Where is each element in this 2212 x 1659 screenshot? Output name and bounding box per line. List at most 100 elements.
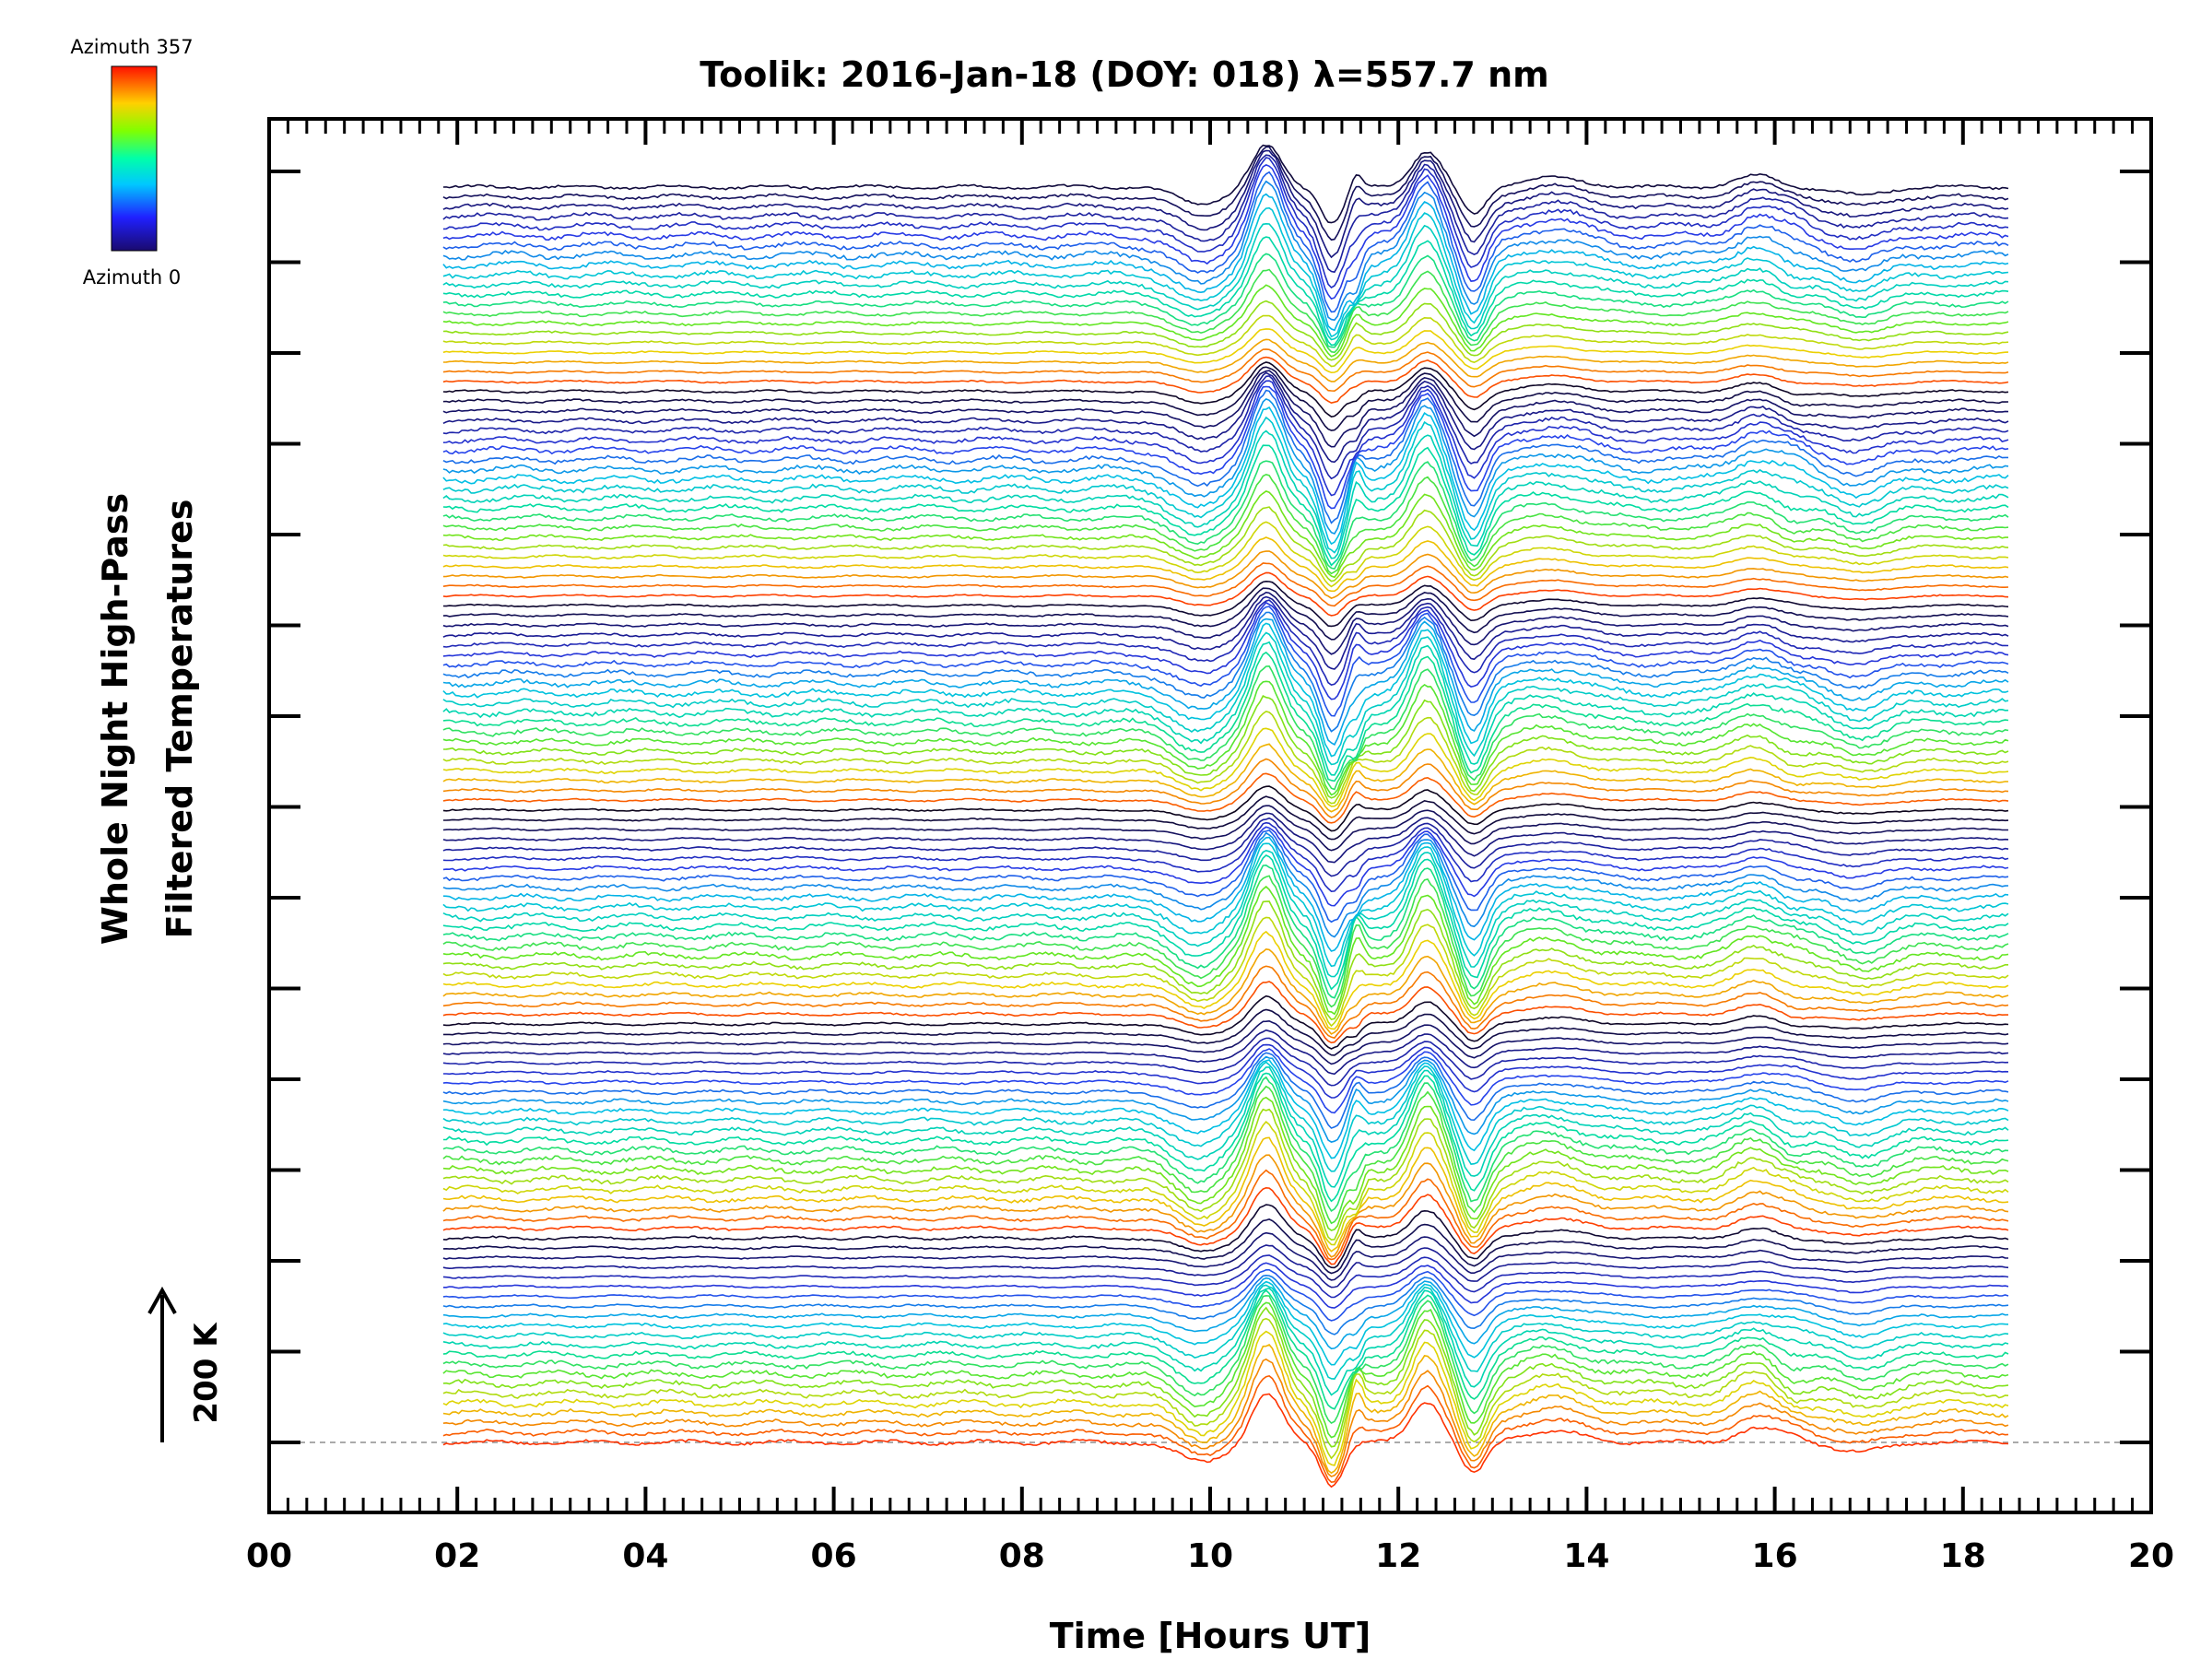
series-line [442,429,2009,559]
series-line [442,829,2009,924]
series-line [442,1136,2009,1253]
series-line [442,149,2009,259]
series-line [442,580,2009,628]
series-line [442,1154,2009,1258]
y-axis-label: Whole Night High-Pass Filtered Temperatu… [95,493,200,945]
series-line [442,900,2008,1020]
x-tick-label: 20 [2128,1537,2174,1575]
series-line [442,1330,2009,1466]
series-line [442,831,2009,938]
series-line [442,599,2009,686]
series-line [442,1061,2009,1172]
series-line [442,406,2009,546]
series-line [442,601,2009,700]
series-line [442,385,2009,510]
series-line [442,157,2009,289]
series-line [442,328,2009,374]
series-line [442,711,2009,805]
series-line [442,1085,2009,1225]
series-line [442,842,2009,968]
series-line [442,1218,2009,1275]
series-line [442,536,2009,593]
series-line [442,550,2009,599]
colorbar: Azimuth 357 Azimuth 0 [70,36,193,288]
series-line [442,651,2009,782]
series-line [442,371,2009,464]
series-line [442,1204,2009,1269]
x-tick-label: 06 [811,1537,857,1575]
series-line [442,154,2009,274]
series-line [442,416,2009,554]
series-line [442,314,2009,368]
series-line [442,1037,2009,1087]
y-axis-label-line-2: Filtered Temperatures [159,500,200,939]
series-line [442,1231,2009,1281]
series-line [442,389,2008,524]
series-line [442,521,2009,588]
series-line [442,695,2009,799]
series-line [442,1066,2009,1188]
x-tick-label: 08 [999,1537,1045,1575]
series-line [442,981,2008,1044]
x-tick-label: 14 [1563,1537,1609,1575]
x-axis-label: Time [Hours UT] [1050,1616,1371,1656]
series-line [442,622,2009,758]
series-line [442,1048,2009,1114]
axis-ticks [267,119,2153,1512]
series-line [442,206,2009,338]
series-line [442,180,2009,322]
series-line [442,1043,2009,1099]
series-line [442,1076,2009,1213]
series-line [442,338,2009,382]
series-line [442,356,2009,405]
scale-bar-arrowhead [147,1286,177,1314]
series-line [442,864,2009,999]
series-line [442,854,2009,991]
series-line [442,1120,2009,1246]
x-tick-label: 18 [1940,1537,1986,1575]
series-line [442,1344,2009,1475]
plot-frame [267,117,2153,1514]
series-line [442,460,2009,571]
x-tick-label: 02 [434,1537,480,1575]
series-line [442,1274,2009,1335]
series-line [442,1059,2009,1159]
series-line [442,361,2009,418]
series-line [442,236,2009,347]
scale-bar: 200 K [147,1286,225,1442]
series-line [442,1186,2009,1265]
series-line [442,916,2009,1028]
series-line [442,1096,2009,1231]
series-line [442,994,2009,1050]
series-line [442,171,2009,313]
series-line [442,1262,2009,1309]
series-line [442,444,2009,567]
series-line [442,1169,2009,1261]
series-line [442,348,2009,393]
series-line [442,618,2009,747]
series-line [442,1317,2009,1460]
series-line [442,268,2009,354]
series-line [442,489,2008,579]
series-line [442,1052,2009,1129]
series-line [442,1358,2009,1477]
series-line [442,1284,2009,1380]
colorbar-bottom-label: Azimuth 0 [83,266,182,288]
series-line [442,795,2009,841]
series-line [442,571,2009,617]
colorbar-top-label: Azimuth 357 [70,36,193,58]
series-line [442,375,2009,480]
series-line [442,1277,2009,1350]
series-line [442,1072,2009,1203]
series-line [442,836,2009,952]
series-line [442,1269,2009,1322]
series-line [442,665,2009,791]
series-line [442,1254,2009,1299]
series-line [442,611,2009,733]
x-tick-label: 04 [622,1537,668,1575]
series-line [442,370,2009,448]
series-line [442,606,2009,717]
series-line [442,849,2009,978]
series-line [442,506,2009,582]
